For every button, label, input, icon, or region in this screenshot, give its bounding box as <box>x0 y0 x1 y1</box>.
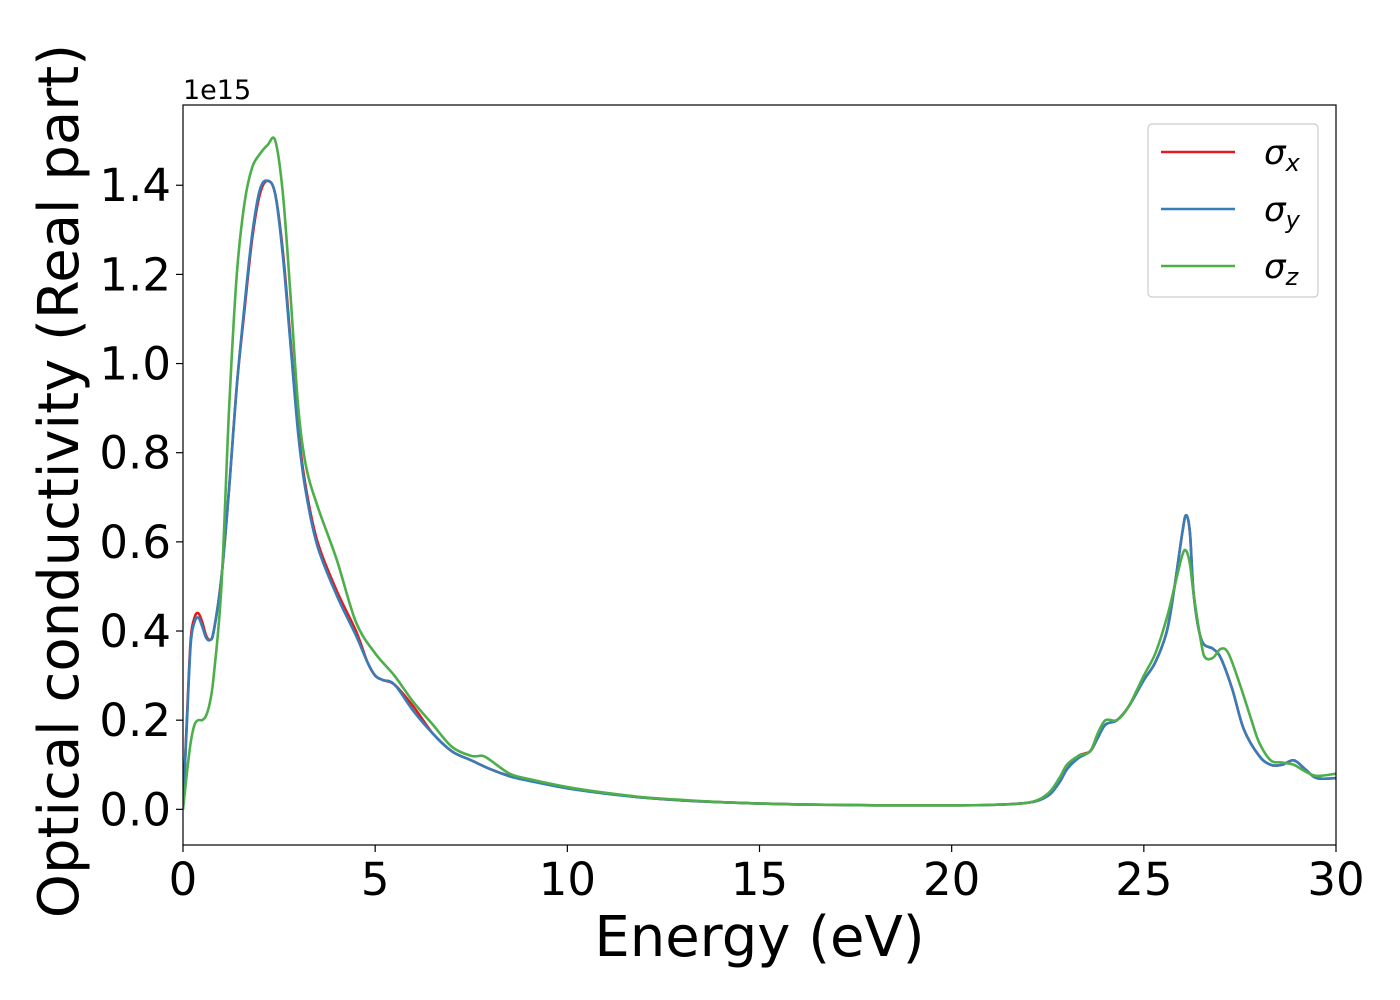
y-offset-text: 1e15 <box>183 75 251 106</box>
ticks-layer: 0 5 10 15 20 25 30 0.0 0.2 0.4 0.6 0.8 1.0 1.2 1.4 <box>99 159 1364 906</box>
plot-frame <box>182 104 1337 846</box>
y-tick-label: 0.0 <box>99 783 171 836</box>
x-tick-label: 10 <box>539 853 596 906</box>
x-tick-label: 30 <box>1307 853 1364 906</box>
series-layer <box>183 136 1336 810</box>
legend-label-x: σx <box>1264 133 1301 177</box>
x-axis-label: Energy (eV) <box>594 905 924 970</box>
x-tick-label: 15 <box>731 853 788 906</box>
legend: σx σy σz <box>1147 123 1319 298</box>
legend-label-z: σz <box>1264 247 1300 291</box>
y-tick-label: 1.4 <box>99 159 171 212</box>
y-tick-label: 0.2 <box>99 694 171 747</box>
y-tick-label: 1.2 <box>99 248 171 301</box>
series-line-z <box>183 136 1336 810</box>
x-tick-label: 5 <box>361 853 390 906</box>
x-tick-label: 0 <box>169 853 198 906</box>
x-tick-label: 25 <box>1115 853 1172 906</box>
y-tick-label: 0.4 <box>99 605 171 658</box>
y-axis-label: Optical conductivity (Real part) <box>27 44 92 918</box>
x-tick-label: 20 <box>923 853 980 906</box>
y-tick-label: 1.0 <box>99 338 171 391</box>
y-tick-label: 0.8 <box>99 427 171 480</box>
legend-label-y: σy <box>1264 190 1301 234</box>
legend-box <box>1147 123 1319 298</box>
y-tick-label: 0.6 <box>99 516 171 569</box>
